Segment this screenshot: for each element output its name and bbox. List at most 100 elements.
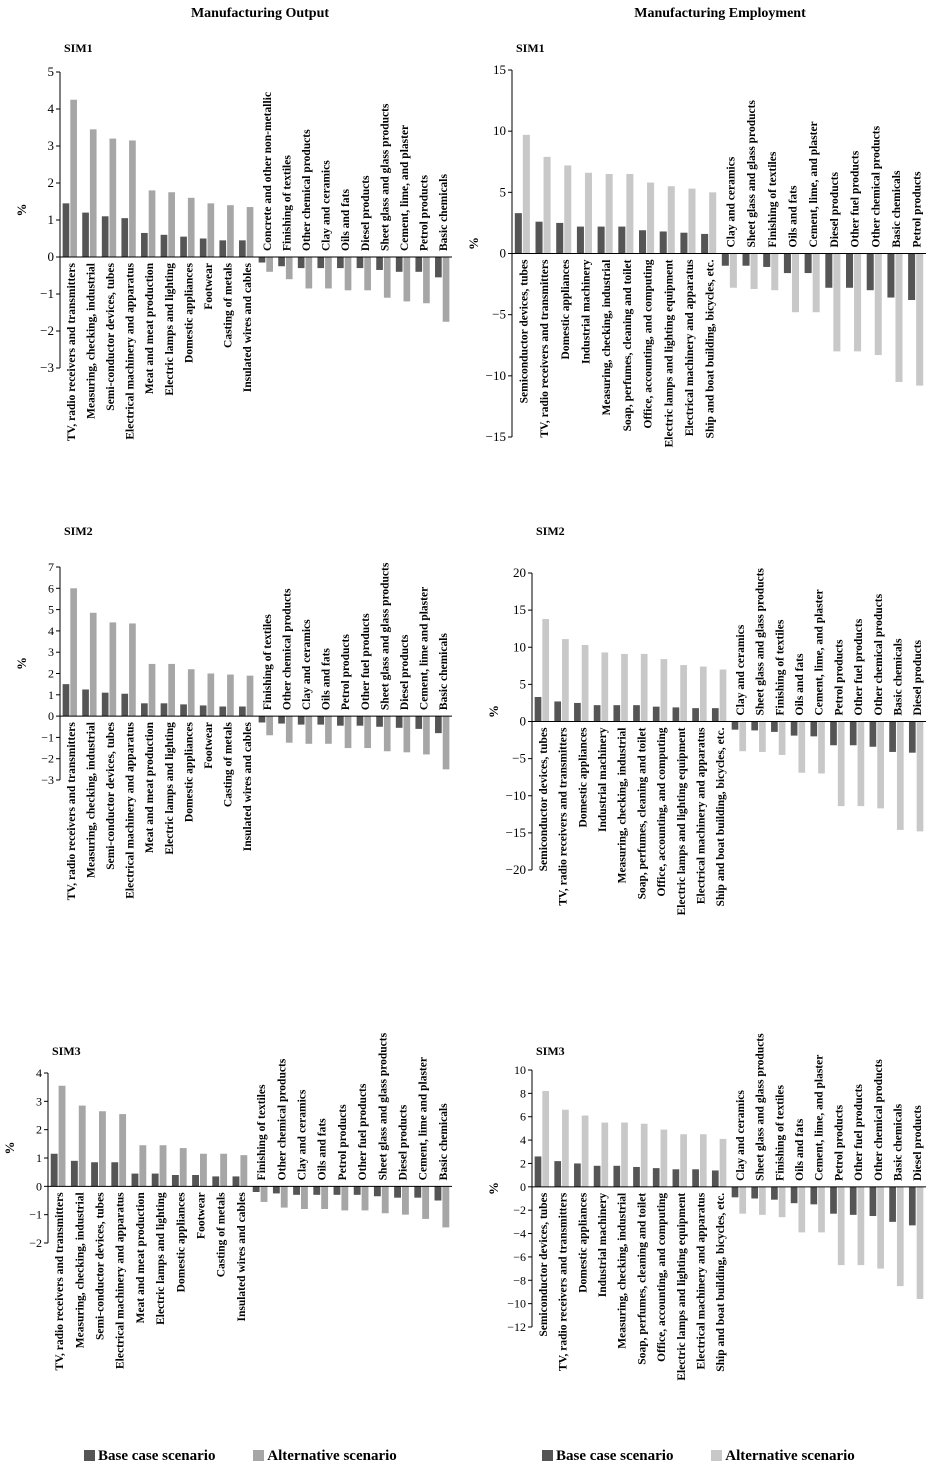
y-tick-label: −3	[41, 773, 54, 787]
bar-alternative	[220, 1153, 228, 1187]
y-tick-label: −4	[513, 1227, 526, 1241]
bar-alternative	[647, 182, 655, 254]
bar-base	[869, 1186, 877, 1217]
bar-alternative	[562, 639, 569, 722]
bar-base	[830, 721, 837, 746]
bar-alternative	[129, 140, 136, 257]
category-label: Industrial machinery	[597, 1193, 609, 1298]
bar-base	[711, 1170, 719, 1187]
y-tick-label: −15	[506, 825, 526, 840]
bar-alternative	[70, 99, 77, 257]
y-tick-label: −5	[492, 307, 506, 322]
category-label: Soap, perfumes, cleaning and toilet	[622, 259, 634, 431]
category-label: Finishing of textiles	[767, 151, 779, 247]
bar-base	[554, 701, 562, 722]
bar-alternative	[364, 257, 371, 291]
bar-alternative	[325, 257, 332, 289]
bar-alternative	[240, 1155, 248, 1187]
legend-label-alternative: Alternative scenario	[267, 1448, 397, 1464]
bar-alternative	[403, 716, 411, 753]
legend-swatch-base	[84, 1450, 95, 1461]
bar-base	[232, 1176, 240, 1187]
category-label: Footwear	[203, 263, 215, 310]
bar-alternative	[423, 257, 430, 304]
y-tick-label: 0	[36, 1179, 42, 1193]
bar-base	[751, 721, 759, 731]
y-tick-label: −2	[40, 323, 54, 338]
y-tick-label: 4	[36, 1066, 42, 1080]
bar-alternative	[699, 1134, 707, 1187]
y-tick-label: −1	[41, 730, 54, 744]
bar-alternative	[383, 257, 391, 298]
category-label: Electric lamps and lighting	[155, 1192, 167, 1325]
bar-alternative	[344, 716, 352, 749]
panel-label: SIM3	[52, 1044, 81, 1058]
bar-alternative	[89, 129, 97, 257]
y-tick-label: −5	[512, 751, 526, 766]
y-tick-label: 1	[48, 688, 54, 702]
y-tick-label: 6	[48, 581, 54, 595]
bar-base	[846, 253, 854, 288]
category-label: Other chemical products	[873, 1059, 885, 1181]
bar-alternative	[837, 1186, 845, 1266]
bar-base	[731, 1186, 739, 1198]
bar-base	[62, 203, 70, 257]
bar-alternative	[543, 156, 551, 254]
category-label: Other fuel products	[357, 1083, 369, 1180]
panel-label: SIM1	[64, 41, 93, 55]
category-label: Oils and fats	[787, 185, 799, 248]
y-tick-label: −2	[29, 1236, 42, 1250]
bar-alternative	[246, 675, 254, 717]
bar-alternative	[759, 1186, 766, 1215]
category-label: TV, radio receivers and transmitters	[54, 1192, 66, 1371]
bar-alternative	[739, 721, 747, 752]
legend-item-alternative: Alternative scenario	[711, 1448, 855, 1464]
bar-base	[395, 257, 403, 272]
bar-alternative	[601, 652, 609, 722]
bar-alternative	[719, 669, 727, 722]
bar-alternative	[442, 1186, 450, 1228]
category-label: Soap, perfumes, cleaning and toilet	[636, 727, 648, 899]
category-label: Soap, perfumes, cleaning and toilet	[636, 1193, 648, 1365]
bar-base	[574, 1163, 581, 1187]
category-label: Cement, lime and plaster	[418, 1057, 430, 1180]
bar-base	[160, 234, 168, 257]
y-tick-label: −15	[486, 429, 506, 444]
bar-base	[121, 693, 129, 717]
category-label: Casting of metals	[223, 722, 235, 807]
bar-alternative	[207, 203, 215, 257]
bar-base	[763, 253, 771, 267]
y-tick-label: 8	[520, 1086, 526, 1100]
y-tick-label: −1	[40, 286, 54, 301]
bar-alternative	[187, 669, 195, 717]
column-title-employment: Manufacturing Employment	[634, 6, 806, 21]
bar-base	[435, 716, 442, 734]
bar-base	[91, 1162, 98, 1187]
y-tick-label: 1	[36, 1151, 42, 1165]
bar-base	[783, 253, 791, 274]
y-tick-label: 0	[48, 249, 55, 264]
bar-alternative	[680, 1134, 687, 1187]
bar-alternative	[321, 1186, 329, 1209]
legend-item-base: Base case scenario	[84, 1448, 215, 1464]
bar-alternative	[667, 186, 675, 254]
bar-base	[613, 705, 621, 722]
bar-base	[376, 257, 383, 270]
bar-base	[101, 692, 109, 717]
category-label: Oils and fats	[794, 1118, 806, 1181]
bar-base	[337, 716, 344, 726]
y-tick-label: 10	[514, 1063, 526, 1077]
category-label: Other fuel products	[360, 613, 372, 710]
category-label: Other fuel products	[853, 618, 865, 715]
bar-alternative	[266, 716, 273, 736]
category-label: Measuring, checking, industrial	[85, 722, 97, 878]
y-axis-label: %	[14, 657, 29, 670]
bar-alternative	[58, 1085, 66, 1187]
bar-base	[639, 230, 647, 254]
bar-base	[711, 708, 719, 722]
panel-label: SIM2	[64, 524, 93, 538]
category-label: Cement, lime, and plaster	[808, 121, 820, 247]
y-axis-label: %	[486, 705, 501, 718]
bar-base	[395, 716, 403, 728]
bar-base	[199, 705, 207, 717]
